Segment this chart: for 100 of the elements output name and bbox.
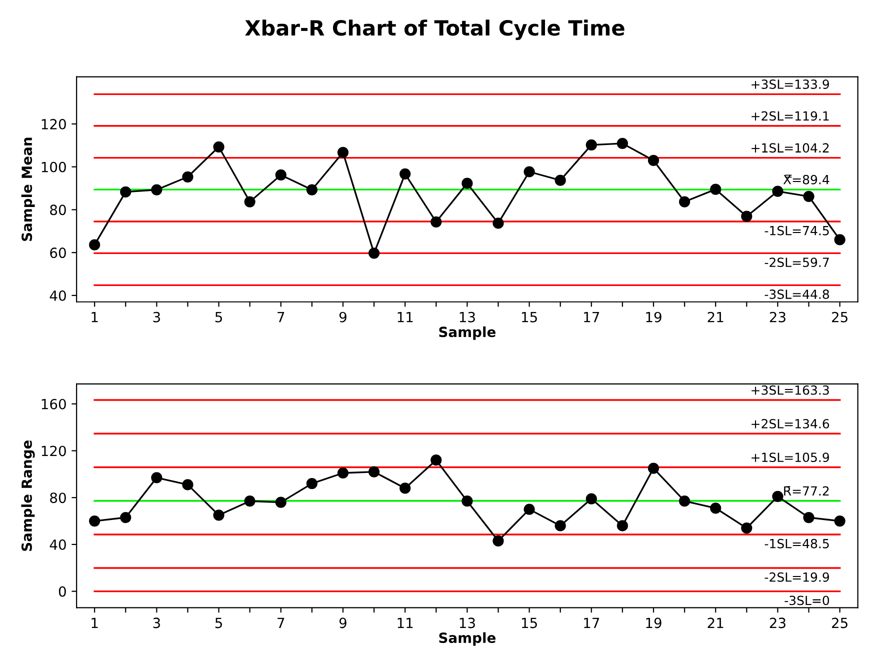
point xyxy=(151,184,162,196)
point xyxy=(213,141,224,152)
x-tick-label: 21 xyxy=(708,618,724,628)
x-tick-label: 15 xyxy=(522,312,537,322)
x-tick-label: 7 xyxy=(278,312,284,322)
y-tick-label: 160 xyxy=(42,398,66,410)
point xyxy=(616,138,628,150)
x-tick-label: 11 xyxy=(398,618,413,628)
ref-line-label: +1SL=105.9 xyxy=(752,452,829,462)
ref-line-label: +3SL=133.9 xyxy=(752,80,829,89)
point xyxy=(648,154,660,166)
point xyxy=(151,472,162,484)
point xyxy=(710,502,722,514)
ref-line-label: -2SL=19.9 xyxy=(764,572,829,582)
point xyxy=(337,467,349,479)
point xyxy=(462,496,473,507)
ref-line-label: -3SL=44.8 xyxy=(764,290,830,299)
point xyxy=(306,184,318,196)
point xyxy=(182,479,194,490)
x-tick-label: 13 xyxy=(460,312,475,322)
point xyxy=(834,234,846,246)
point xyxy=(368,466,380,478)
y-tick-label: 40 xyxy=(50,290,66,301)
ref-line-label: X̿=89.4 xyxy=(783,174,830,184)
ref-line-label: +1SL=104.2 xyxy=(752,143,829,153)
x-tick-label: 25 xyxy=(832,618,848,628)
x-tick-label: 7 xyxy=(278,618,284,628)
point xyxy=(834,515,846,527)
point xyxy=(741,522,752,534)
x-tick-label: 3 xyxy=(153,618,160,628)
point xyxy=(524,504,535,515)
y-tick-label: 80 xyxy=(50,492,66,504)
point xyxy=(306,478,318,490)
point xyxy=(554,520,566,532)
x-tick-label: 3 xyxy=(153,312,160,322)
point xyxy=(462,178,473,189)
ref-line-label: -1SL=48.5 xyxy=(764,538,829,548)
y-axis-title: Sample Range xyxy=(21,440,35,551)
x-tick-label: 21 xyxy=(708,312,724,322)
point xyxy=(586,493,597,504)
point xyxy=(275,169,286,181)
y-tick-label: 40 xyxy=(50,539,66,550)
ref-line-label: +3SL=163.3 xyxy=(752,385,829,395)
x-tick-label: 13 xyxy=(460,618,475,628)
x-tick-label: 15 xyxy=(522,618,537,628)
x-tick-label: 9 xyxy=(339,618,346,628)
point xyxy=(648,462,660,474)
point xyxy=(89,515,100,527)
point xyxy=(616,520,628,532)
point xyxy=(803,190,814,202)
x-tick-label: 17 xyxy=(584,618,600,628)
y-tick-label: 120 xyxy=(42,118,66,130)
point xyxy=(492,535,504,546)
y-tick-label: 120 xyxy=(42,446,66,456)
ref-line-label: -2SL=59.7 xyxy=(764,258,829,268)
x-tick-label: 5 xyxy=(215,312,222,322)
ref-line-label: -1SL=74.5 xyxy=(764,226,829,236)
x-tick-label: 9 xyxy=(339,312,346,322)
x-tick-label: 23 xyxy=(770,618,786,628)
x-tick-label: 19 xyxy=(646,618,662,628)
x-axis-title: Sample xyxy=(439,632,496,646)
point xyxy=(337,146,349,158)
x-tick-label: 11 xyxy=(398,312,413,322)
x-tick-label: 1 xyxy=(92,312,98,322)
ref-line-label: +2SL=134.6 xyxy=(752,418,830,428)
x-tick-label: 5 xyxy=(215,618,222,628)
point xyxy=(772,186,784,197)
point xyxy=(213,510,224,521)
point xyxy=(120,186,132,198)
x-tick-label: 1 xyxy=(92,618,98,628)
ref-line-label: -3SL=0 xyxy=(784,596,830,606)
point xyxy=(430,216,442,228)
point xyxy=(120,512,132,524)
y-tick-label: 60 xyxy=(50,248,66,258)
x-tick-label: 23 xyxy=(770,312,786,322)
chart-title: Xbar-R Chart of Total Cycle Time xyxy=(245,20,624,40)
ref-line-label: R̄=77.2 xyxy=(784,486,829,496)
point xyxy=(803,512,814,524)
point xyxy=(275,496,286,508)
point xyxy=(772,490,784,502)
point xyxy=(586,139,597,151)
y-tick-label: 100 xyxy=(42,162,66,172)
point xyxy=(244,496,256,507)
point xyxy=(524,166,535,178)
point xyxy=(400,168,411,180)
y-tick-label: 0 xyxy=(58,586,66,597)
point xyxy=(89,239,100,250)
point xyxy=(430,454,442,466)
point xyxy=(678,196,690,208)
point xyxy=(710,184,722,195)
y-tick-label: 80 xyxy=(50,204,66,216)
y-axis-title: Sample Mean xyxy=(21,138,35,241)
x-tick-label: 19 xyxy=(646,312,662,322)
point xyxy=(492,218,504,229)
point xyxy=(244,196,256,208)
point xyxy=(368,248,380,259)
x-tick-label: 17 xyxy=(584,312,600,322)
point xyxy=(400,482,411,494)
x-axis-title: Sample xyxy=(439,326,496,340)
point xyxy=(741,210,752,222)
